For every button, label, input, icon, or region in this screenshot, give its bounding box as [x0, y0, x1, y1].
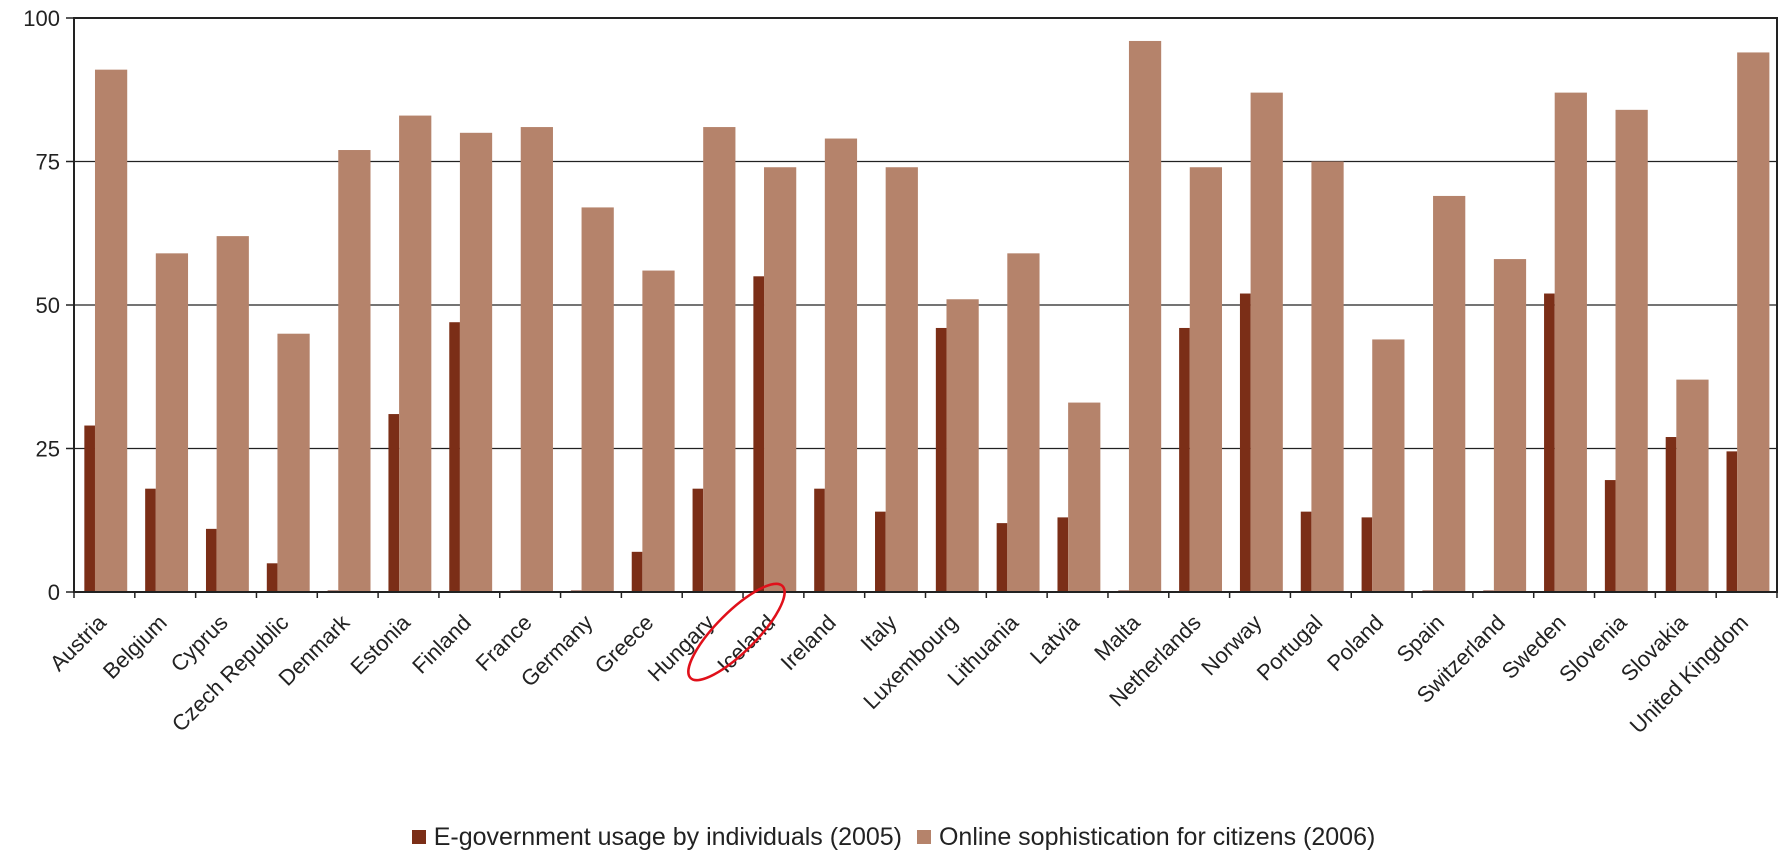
x-tick-label-finland: Finland	[407, 610, 476, 679]
bar-online-sophistication-poland	[1372, 339, 1405, 592]
bar-egov-usage-united-kingdom	[1726, 451, 1738, 592]
bar-online-sophistication-portugal	[1311, 161, 1344, 592]
x-tick-label-italy: Italy	[855, 610, 901, 656]
bar-egov-usage-portugal	[1300, 511, 1312, 592]
bar-online-sophistication-italy	[885, 167, 918, 593]
bar-egov-usage-slovenia	[1604, 480, 1616, 592]
bar-online-sophistication-spain	[1433, 195, 1466, 592]
bar-online-sophistication-ireland	[824, 138, 858, 593]
x-tick-label-iceland: Iceland	[712, 610, 780, 678]
bar-online-sophistication-austria	[94, 69, 128, 592]
bar-online-sophistication-czech-republic	[277, 333, 310, 592]
bar-online-sophistication-hungary	[703, 127, 736, 592]
bar-online-sophistication-sweden	[1554, 92, 1587, 593]
y-tick-label-50: 50	[36, 293, 60, 318]
highlight-circle-iceland	[687, 582, 786, 682]
highlight-annotation	[687, 582, 786, 682]
x-tick-label-slovenia: Slovenia	[1554, 609, 1632, 687]
x-tick-label-belgium: Belgium	[98, 610, 172, 684]
bar-online-sophistication-cyprus	[216, 236, 249, 592]
bar-egov-usage-luxembourg	[935, 327, 947, 592]
bar-online-sophistication-malta	[1128, 40, 1162, 592]
x-tick-label-ireland: Ireland	[776, 610, 841, 675]
x-tick-label-portugal: Portugal	[1252, 610, 1328, 686]
bar-online-sophistication-norway	[1250, 92, 1283, 593]
bar-egov-usage-italy	[875, 511, 886, 592]
bar-egov-usage-austria	[84, 425, 95, 592]
x-tick-label-estonia: Estonia	[346, 609, 416, 679]
bar-online-sophistication-united-kingdom	[1737, 52, 1770, 592]
y-tick-label-75: 75	[36, 150, 60, 175]
bar-egov-usage-iceland	[753, 276, 765, 592]
legend-label-egov-usage: E-government usage by individuals (2005)	[433, 822, 903, 851]
bar-egov-usage-norway	[1239, 293, 1251, 592]
legend-item-online-sophistication: Online sophistication for citizens (2006…	[916, 822, 1376, 852]
x-tick-label-poland: Poland	[1322, 610, 1388, 676]
bar-online-sophistication-denmark	[338, 150, 371, 592]
bar-egov-usage-slovakia	[1665, 437, 1677, 592]
bar-online-sophistication-iceland	[764, 167, 797, 593]
bar-egov-usage-finland	[449, 322, 460, 592]
bar-egov-usage-latvia	[1057, 517, 1069, 592]
legend-swatch-online-sophistication	[916, 830, 931, 844]
legend-label-online-sophistication: Online sophistication for citizens (2006…	[938, 822, 1376, 851]
y-axis-ticks: 0 25 50 75 100	[23, 6, 74, 605]
x-tick-label-spain: Spain	[1392, 610, 1449, 667]
x-tick-label-latvia: Latvia	[1025, 609, 1085, 669]
y-tick-label-0: 0	[48, 580, 60, 605]
bar-egov-usage-estonia	[388, 414, 400, 592]
bar-egov-usage-ireland	[814, 488, 825, 592]
bar-online-sophistication-lithuania	[1007, 253, 1040, 592]
bar-online-sophistication-netherlands	[1189, 167, 1223, 593]
y-tick-label-25: 25	[36, 437, 60, 462]
bar-online-sophistication-slovakia	[1676, 379, 1709, 592]
bar-online-sophistication-france	[520, 127, 553, 592]
bar-online-sophistication-slovenia	[1615, 109, 1648, 592]
bar-egov-usage-netherlands	[1179, 327, 1190, 592]
bar-egov-usage-poland	[1361, 517, 1373, 592]
bar-online-sophistication-greece	[642, 270, 675, 592]
bar-online-sophistication-finland	[459, 132, 493, 593]
bar-egov-usage-lithuania	[996, 523, 1008, 592]
bar-egov-usage-sweden	[1544, 293, 1555, 592]
x-tick-label-hungary: Hungary	[643, 610, 719, 686]
bar-egov-usage-greece	[631, 551, 643, 592]
bar-online-sophistication-germany	[581, 207, 614, 593]
bar-online-sophistication-latvia	[1068, 402, 1101, 592]
y-tick-label-100: 100	[23, 6, 60, 31]
bar-online-sophistication-luxembourg	[946, 299, 979, 592]
x-tick-label-malta: Malta	[1089, 609, 1145, 665]
legend-item-egov-usage: E-government usage by individuals (2005)	[411, 822, 903, 852]
legend: E-government usage by individuals (2005)…	[0, 822, 1787, 852]
bar-egov-usage-hungary	[692, 488, 704, 592]
bar-egov-usage-czech-republic	[266, 563, 278, 592]
bar-egov-usage-belgium	[145, 488, 156, 592]
bar-egov-usage-cyprus	[205, 528, 217, 592]
bar-online-sophistication-switzerland	[1493, 259, 1527, 592]
legend-swatch-egov-usage	[411, 830, 426, 844]
bar-online-sophistication-estonia	[399, 115, 432, 592]
bars	[84, 40, 1770, 593]
bar-online-sophistication-belgium	[155, 253, 189, 592]
